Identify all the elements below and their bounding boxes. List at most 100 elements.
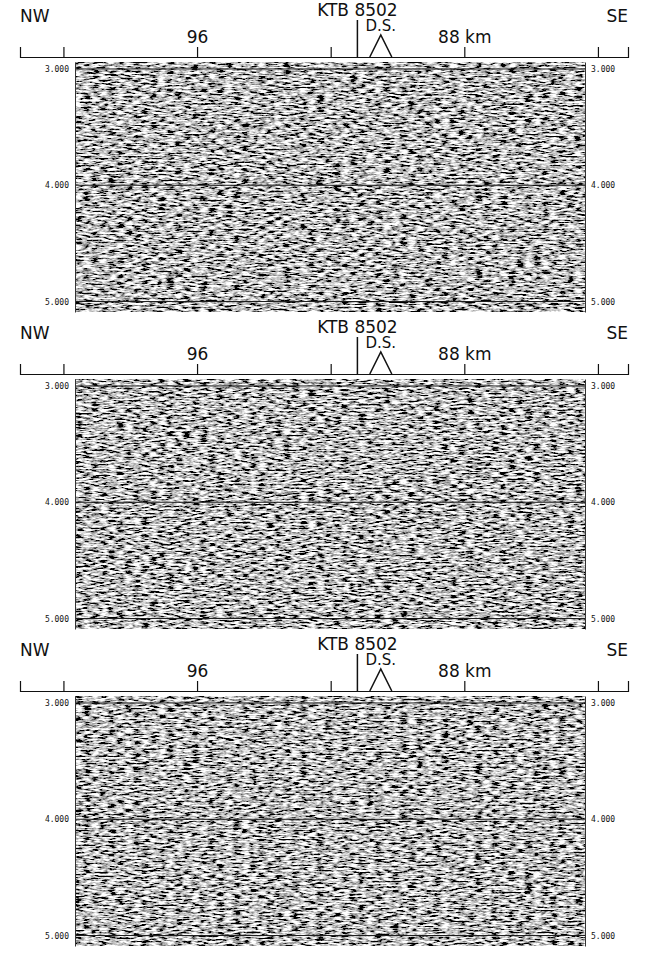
x-tick: [63, 47, 64, 57]
y-axis-line: [75, 380, 76, 630]
y-tick-label: 3.000: [45, 382, 69, 391]
site-marker: [370, 669, 392, 691]
y-tick: 4.000: [45, 498, 75, 507]
direction-label: SE: [606, 323, 628, 343]
y-axis-line: [75, 63, 76, 313]
x-tick: 88 km: [438, 27, 491, 57]
y-tick: 5.000: [45, 298, 75, 307]
x-axis-line: [21, 47, 629, 58]
x-tick: [598, 47, 599, 57]
y-axis-line: [75, 697, 76, 947]
y-axis: 3.0004.0005.000: [45, 63, 76, 313]
y-tick-label: 3.000: [591, 699, 615, 708]
x-tick-mark: [331, 364, 332, 374]
y-axis-line: [585, 697, 586, 947]
y-tick: 3.000: [45, 382, 75, 391]
x-tick-label: 88 km: [438, 661, 491, 681]
x-tick: 96: [187, 661, 209, 691]
site-marker: [370, 35, 392, 57]
y-tick-label: 5.000: [591, 298, 615, 307]
y-tick: 4.000: [585, 498, 615, 507]
grid-line: [75, 68, 585, 69]
x-tick: [331, 47, 332, 57]
y-tick: 5.000: [45, 932, 75, 941]
x-tick-mark: [598, 47, 599, 57]
x-tick: [598, 681, 599, 691]
plot-area: [75, 379, 585, 629]
x-axis-line: [21, 681, 629, 692]
seismic-texture: [75, 379, 585, 629]
y-tick: 4.000: [585, 181, 615, 190]
direction-label: NW: [20, 640, 50, 660]
y-tick: 3.000: [585, 65, 615, 74]
grid-line: [75, 819, 585, 820]
x-tick-label: 96: [187, 344, 209, 364]
well-marker: [357, 20, 359, 57]
x-tick-mark: [464, 47, 465, 57]
grid-line: [75, 301, 585, 302]
direction-label: SE: [606, 6, 628, 26]
panel: 3.0004.0005.0003.0004.0005.0009688 kmNWS…: [20, 0, 629, 313]
y-tick: 5.000: [585, 615, 615, 624]
y-tick-label: 5.000: [45, 615, 69, 624]
x-tick: 88 km: [438, 661, 491, 691]
y-tick-label: 3.000: [591, 65, 615, 74]
x-axis: 96 88 km: [21, 27, 629, 58]
direction-label: NW: [20, 6, 50, 26]
grid-line: [75, 502, 585, 503]
x-tick: [331, 364, 332, 374]
y-axis-line: [585, 380, 586, 630]
grid-line: [75, 185, 585, 186]
annotation: D.S.: [365, 17, 396, 35]
well-marker: [357, 654, 359, 691]
annotation: D.S.: [365, 334, 396, 352]
x-tick: [598, 364, 599, 374]
y-tick: 3.000: [45, 699, 75, 708]
x-axis-line: [21, 364, 629, 375]
x-tick-label: 88 km: [438, 344, 491, 364]
y-tick-label: 5.000: [45, 932, 69, 941]
x-tick: 88 km: [438, 344, 491, 374]
grid-line: [75, 618, 585, 619]
x-tick: 96: [187, 344, 209, 374]
grid-line: [75, 935, 585, 936]
x-tick-mark: [331, 681, 332, 691]
panel: 3.000 4.000 5.000 3.000 4.000 5.000 96 88 km NW S…: [20, 317, 629, 630]
x-tick: [63, 364, 64, 374]
y-tick-label: 3.000: [45, 699, 69, 708]
x-tick-label: 96: [187, 27, 209, 47]
seismic-texture: [75, 696, 585, 946]
x-axis: 96 88 km: [21, 661, 629, 692]
well-marker: [357, 337, 359, 374]
x-tick-mark: [63, 47, 64, 57]
x-tick-mark: [197, 681, 198, 691]
x-tick-mark: [464, 681, 465, 691]
y-axis-line: [585, 63, 586, 313]
site-marker: [370, 352, 392, 374]
y-tick-label: 4.000: [591, 815, 615, 824]
y-tick-label: 3.000: [45, 65, 69, 74]
direction-label: NW: [20, 323, 50, 343]
y-tick: 3.000: [585, 699, 615, 708]
y-axis: 3.0004.0005.000: [45, 697, 76, 947]
x-tick-label: 88 km: [438, 27, 491, 47]
y-tick: 4.000: [585, 815, 615, 824]
annotation: D.S.: [365, 651, 396, 669]
x-tick-mark: [331, 47, 332, 57]
y-tick-label: 4.000: [591, 498, 615, 507]
plot-area: [75, 62, 585, 312]
panel: 3.0004.0005.0003.0004.0005.0009688 kmNWS…: [20, 634, 629, 947]
y-tick-label: 5.000: [591, 932, 615, 941]
x-tick-label: 96: [187, 661, 209, 681]
y-tick-label: 5.000: [45, 298, 69, 307]
y-tick-label: 4.000: [591, 181, 615, 190]
x-tick-mark: [598, 681, 599, 691]
x-tick-mark: [197, 364, 198, 374]
y-axis: 3.000 4.000 5.000: [585, 380, 615, 630]
x-tick-mark: [464, 364, 465, 374]
y-tick: 5.000: [45, 615, 75, 624]
x-tick-mark: [63, 681, 64, 691]
grid-line: [75, 385, 585, 386]
y-tick-label: 3.000: [591, 382, 615, 391]
figure: 3.0004.0005.0003.0004.0005.0009688 kmNWS…: [0, 0, 645, 953]
